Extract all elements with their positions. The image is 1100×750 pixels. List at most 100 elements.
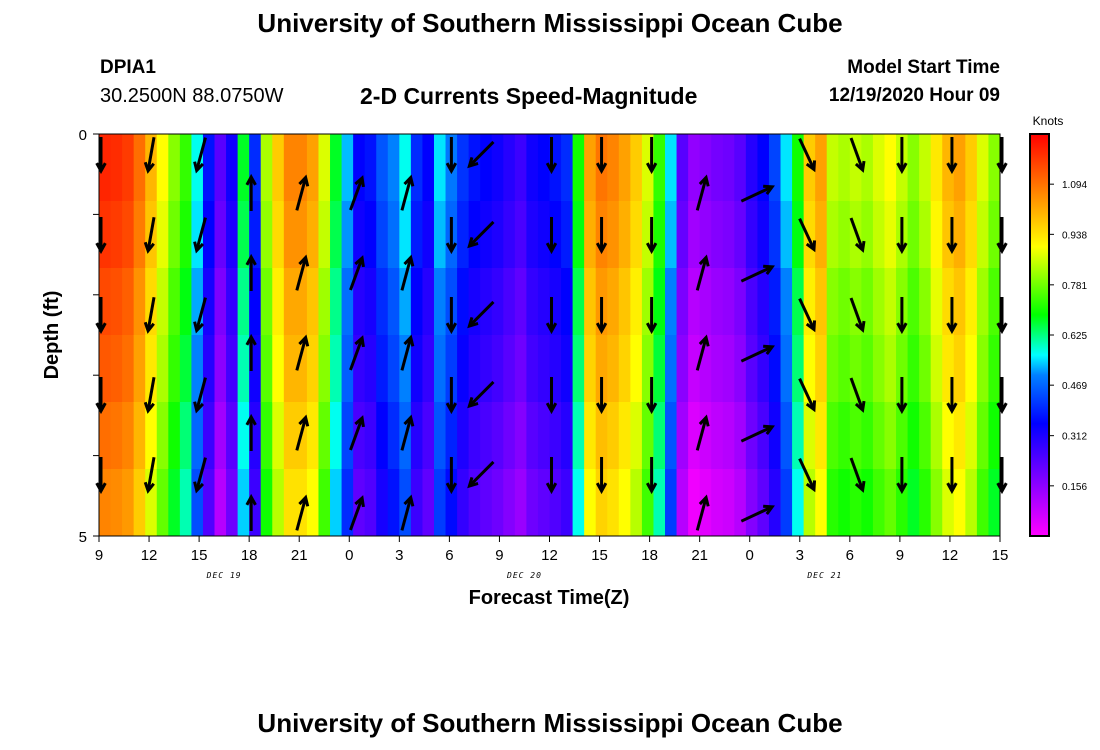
x-tick-label: 12	[541, 547, 558, 564]
heatmap-cell	[861, 134, 874, 202]
heatmap-cell	[330, 201, 343, 269]
heatmap-cell	[237, 134, 250, 202]
heatmap-cell	[168, 402, 181, 470]
heatmap-cell	[306, 201, 320, 269]
heatmap-cell	[468, 134, 481, 202]
x-tick-label: 21	[691, 547, 708, 564]
heatmap-cell	[676, 268, 689, 336]
heatmap-cell	[803, 201, 816, 269]
current-vector-arrow	[946, 297, 958, 335]
current-vector-arrow	[849, 297, 866, 333]
station-id: DPIA1	[100, 57, 156, 78]
current-vector-arrow	[467, 220, 495, 249]
heatmap-cell	[618, 268, 631, 336]
heatmap-cell	[618, 335, 631, 403]
heatmap-cell	[214, 268, 227, 336]
heatmap-cell	[457, 469, 470, 536]
current-vector-arrow	[946, 377, 958, 415]
current-vector-arrow	[295, 494, 310, 531]
heatmap-cell	[757, 469, 770, 536]
heatmap-cell	[872, 201, 886, 269]
heatmap-cell	[318, 201, 331, 269]
current-vector-arrow	[445, 297, 458, 335]
heatmap-cell	[838, 402, 851, 470]
current-vector-arrow	[695, 254, 710, 291]
heatmap-cell	[179, 402, 193, 470]
heatmap-cell	[722, 134, 735, 202]
heatmap-cell	[884, 134, 897, 202]
current-vector-arrow	[400, 334, 415, 371]
heatmap-cell	[318, 469, 331, 536]
heatmap-cell	[214, 201, 227, 269]
heatmap-cell	[318, 268, 331, 336]
current-vector-arrow	[798, 377, 817, 413]
heatmap-cell	[364, 469, 377, 536]
heatmap-cell	[330, 268, 343, 336]
y-axis-label: Depth (ft)	[41, 291, 63, 380]
heatmap-cell	[757, 201, 770, 269]
heatmap-cell	[226, 268, 239, 336]
current-vector-arrow	[295, 174, 310, 211]
heatmap-cell	[122, 268, 135, 336]
x-tick-label: 6	[445, 547, 453, 564]
heatmap-cell	[907, 335, 920, 403]
heatmap-cell	[272, 201, 285, 269]
heatmap-cell	[861, 201, 874, 269]
current-vector-arrow	[143, 296, 156, 334]
heatmap-cell	[734, 402, 747, 470]
current-vector-arrow	[545, 457, 558, 495]
heatmap-cell	[410, 402, 424, 470]
heatmap-cell	[341, 402, 354, 470]
heatmap-cell	[179, 335, 193, 403]
heatmap-cell	[237, 335, 250, 403]
heatmap-cell	[826, 469, 839, 536]
heatmap-cell	[306, 402, 320, 470]
x-axis-label: Forecast Time(Z)	[469, 587, 630, 609]
heatmap-cell	[457, 268, 470, 336]
heatmap-cell	[168, 201, 181, 269]
heatmap-cell	[110, 402, 123, 470]
heatmap-cell	[630, 134, 643, 202]
heatmap-cell	[826, 201, 839, 269]
heatmap-cell	[988, 134, 1000, 202]
heatmap-cell	[584, 469, 597, 536]
current-vector-arrow	[245, 413, 257, 451]
heatmap-cell	[965, 201, 978, 269]
heatmap-cell	[676, 134, 689, 202]
heatmap-cell	[607, 469, 620, 536]
heatmap-cell	[768, 268, 782, 336]
heatmap-cell	[988, 268, 1000, 336]
heatmap-cell	[780, 402, 793, 470]
heatmap-cell	[364, 268, 377, 336]
heatmap-cell	[410, 134, 424, 202]
heatmap-cell	[815, 201, 828, 269]
heatmap-cell	[341, 201, 354, 269]
heatmap-cell	[976, 201, 990, 269]
current-vector-arrow	[996, 137, 1008, 175]
heatmap-cell	[376, 201, 389, 269]
heatmap-cell	[953, 268, 966, 336]
heatmap-cell	[410, 469, 424, 536]
heatmap-cell	[156, 402, 169, 470]
heatmap-cell	[665, 469, 678, 536]
colorbar-gradient	[1029, 133, 1050, 537]
heatmap-cell	[341, 335, 354, 403]
heatmap-cell	[145, 402, 158, 470]
current-vector-arrow	[996, 457, 1008, 495]
x-tick-label: 9	[95, 547, 103, 564]
heatmap-cell	[849, 402, 862, 470]
heatmap-cell	[607, 268, 620, 336]
heatmap-cell	[306, 469, 320, 536]
heatmap-cell	[676, 402, 689, 470]
vector-arrows	[95, 136, 1008, 531]
heatmap-cell	[156, 335, 169, 403]
current-vector-arrow	[245, 173, 257, 211]
current-vector-arrow	[245, 253, 257, 291]
current-vector-arrow	[193, 217, 207, 254]
x-tick-label: 9	[495, 547, 503, 564]
heatmap-cell	[491, 335, 504, 403]
current-vector-arrow	[946, 457, 958, 495]
current-vector-arrow	[400, 254, 415, 291]
current-vector-arrow	[740, 264, 775, 283]
current-vector-arrow	[95, 297, 107, 335]
